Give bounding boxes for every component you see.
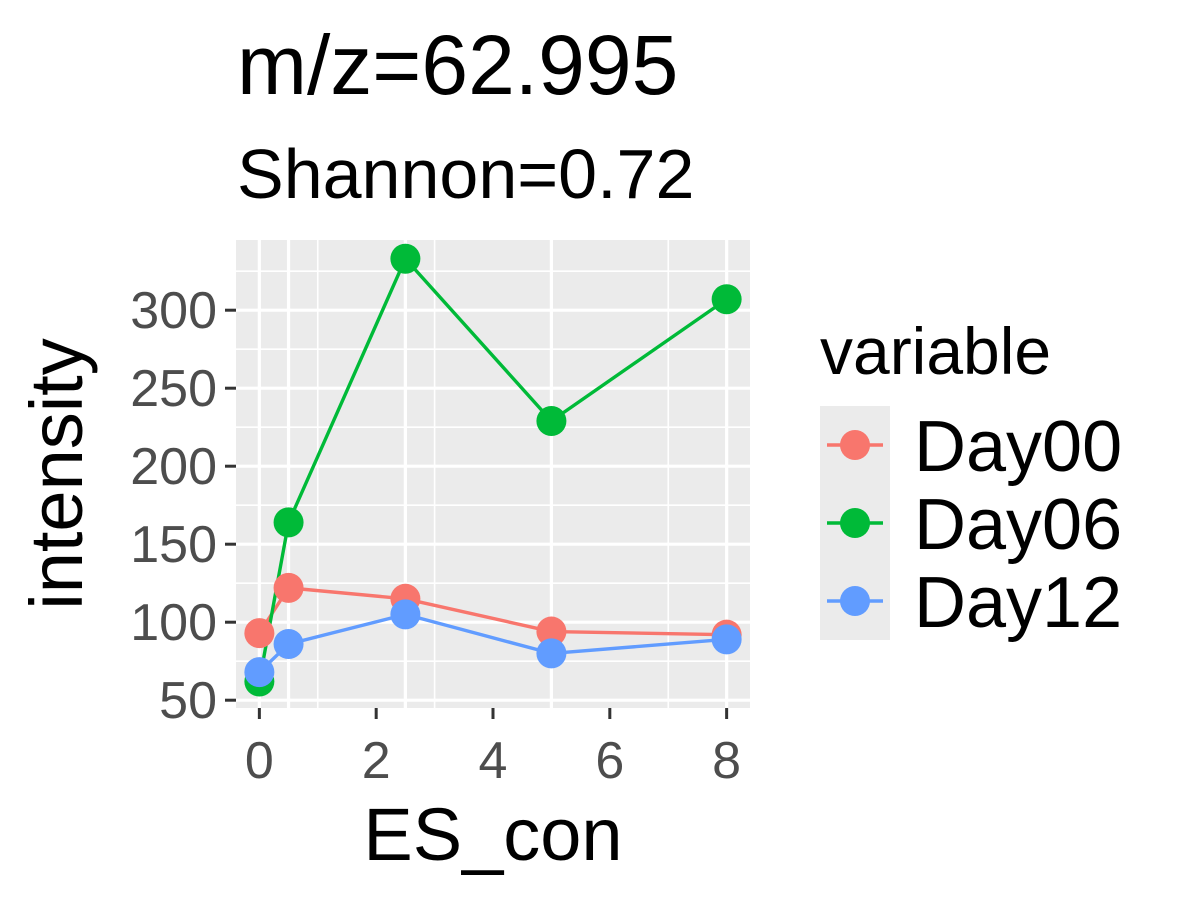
x-axis-label: ES_con	[363, 793, 622, 876]
x-axis: 0 2 4 6 8	[245, 708, 741, 790]
data-point-day12	[711, 624, 742, 655]
data-point-day12	[273, 629, 304, 660]
data-point-day06	[273, 507, 304, 538]
data-point-day12	[244, 657, 275, 688]
data-point-day00	[244, 618, 275, 649]
data-point-day12	[390, 599, 421, 630]
y-axis: 50 100 150 200 250 300	[130, 282, 236, 730]
plot-panel	[236, 240, 750, 708]
data-point-day12	[536, 638, 567, 669]
legend-label-day12: Day12	[914, 563, 1122, 643]
y-tick-label: 50	[159, 672, 217, 730]
series-layer	[244, 243, 742, 697]
y-tick-label: 150	[130, 516, 217, 574]
y-tick-label: 200	[130, 438, 217, 496]
y-axis-label: intensity	[15, 338, 98, 609]
x-tick-label: 8	[712, 732, 741, 790]
legend-key-point-day00	[840, 430, 870, 460]
chart-subtitle: Shannon=0.72	[237, 135, 694, 213]
data-point-day00	[536, 616, 567, 647]
data-point-day06	[536, 405, 567, 436]
data-point-day00	[273, 572, 304, 603]
y-tick-label: 250	[130, 360, 217, 418]
legend-label-day06: Day06	[914, 485, 1122, 565]
legend-label-day00: Day00	[914, 407, 1122, 487]
x-tick-label: 0	[245, 732, 274, 790]
data-point-day06	[711, 284, 742, 315]
y-tick-label: 300	[130, 282, 217, 340]
y-tick-label: 100	[130, 594, 217, 652]
chart-title: m/z=62.995	[237, 18, 678, 112]
x-tick-label: 4	[479, 732, 508, 790]
data-point-day06	[390, 243, 421, 274]
x-tick-label: 6	[595, 732, 624, 790]
legend-title: variable	[820, 314, 1051, 388]
legend-key-point-day06	[840, 508, 870, 538]
legend-key-point-day12	[840, 586, 870, 616]
x-tick-label: 2	[362, 732, 391, 790]
